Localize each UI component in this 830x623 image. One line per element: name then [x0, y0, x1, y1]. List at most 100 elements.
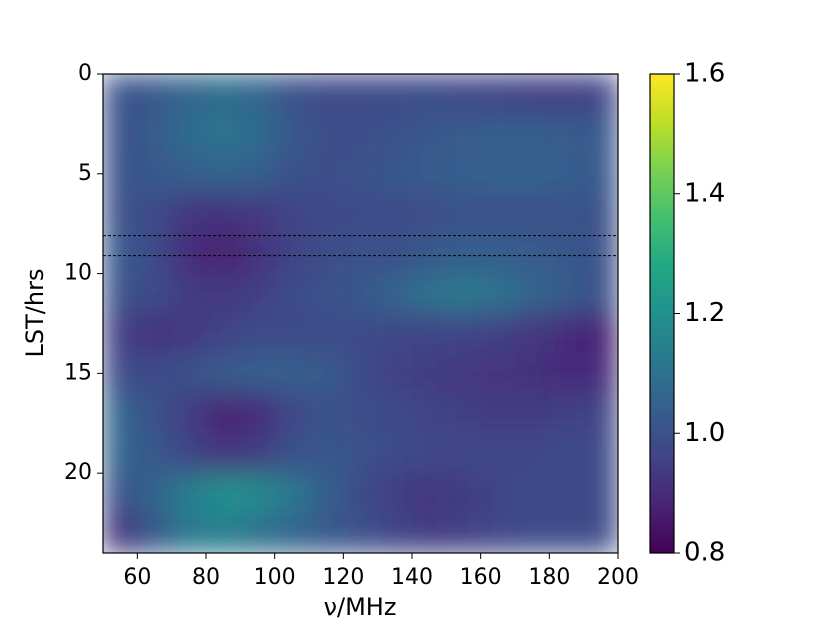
heatmap-cell	[274, 433, 310, 474]
heatmap-cell	[274, 273, 310, 314]
heatmap-cell	[240, 393, 276, 434]
heatmap-cell	[343, 113, 379, 155]
heatmap-cell	[515, 74, 550, 115]
heatmap-cell	[103, 473, 138, 514]
y-tick-label: 20	[64, 460, 92, 485]
heatmap-cell	[309, 393, 344, 434]
heatmap-cell	[137, 433, 173, 474]
heatmap-cell	[343, 233, 379, 275]
heatmap-cell	[137, 473, 173, 514]
heatmap-cell	[446, 313, 482, 354]
heatmap-cell	[549, 473, 585, 514]
heatmap-cell	[343, 513, 379, 553]
heatmap-cell	[171, 113, 207, 155]
heatmap-cell	[171, 473, 207, 514]
heatmap-cell	[343, 313, 379, 354]
heatmap-cell	[309, 473, 344, 514]
heatmap-cell	[480, 313, 516, 354]
heatmap-cell	[377, 433, 413, 474]
heatmap-cell	[206, 473, 241, 514]
x-tick-label: 100	[254, 565, 296, 590]
x-tick-label: 200	[597, 565, 639, 590]
heatmap-cell	[309, 233, 344, 275]
heatmap-cell	[549, 193, 585, 235]
heatmap-cell	[480, 273, 516, 314]
heatmap-cell	[171, 153, 207, 195]
heatmap-cell	[171, 313, 207, 354]
heatmap-cell	[343, 153, 379, 195]
heatmap-cell	[377, 74, 413, 115]
heatmap-cell	[240, 513, 276, 553]
heatmap-cell	[103, 433, 138, 474]
heatmap-cell	[343, 393, 379, 434]
heatmap-cell	[549, 393, 585, 434]
heatmap-cell	[240, 473, 276, 514]
heatmap-cell	[515, 113, 550, 155]
heatmap-cell	[171, 193, 207, 235]
heatmap-cell	[206, 153, 241, 195]
heatmap-cell	[206, 233, 241, 275]
heatmap-cell	[171, 74, 207, 115]
heatmap-cell	[446, 473, 482, 514]
heatmap-cell	[515, 153, 550, 195]
heatmap-cell	[206, 273, 241, 314]
heatmap-cell	[549, 233, 585, 275]
heatmap-cell	[480, 513, 516, 553]
heatmap-cell	[446, 113, 482, 155]
heatmap-cell	[343, 74, 379, 115]
x-tick-label: 60	[123, 565, 151, 590]
heatmap-cell	[515, 513, 550, 553]
heatmap-cell	[137, 513, 173, 553]
heatmap-cell	[103, 313, 138, 354]
heatmap-cell	[446, 433, 482, 474]
heatmap-cell	[412, 74, 447, 115]
heatmap-cell	[274, 74, 310, 115]
heatmap-cell	[240, 433, 276, 474]
heatmap-cell	[446, 273, 482, 314]
heatmap-cell	[515, 393, 550, 434]
colorbar-tick-label: 1.6	[684, 59, 725, 89]
heatmap-cell	[515, 433, 550, 474]
heatmap-cell	[515, 353, 550, 394]
heatmap-cell	[412, 233, 447, 275]
heatmap-cell	[206, 313, 241, 354]
heatmap-cell	[583, 393, 618, 434]
heatmap-cell	[549, 273, 585, 314]
heatmap-cell	[583, 193, 618, 235]
heatmap-cell	[412, 193, 447, 235]
heatmap-cell	[583, 353, 618, 394]
heatmap-cell	[549, 74, 585, 115]
heatmap-cell	[583, 153, 618, 195]
heatmap-cell	[446, 513, 482, 553]
heatmap-cell	[206, 513, 241, 553]
heatmap-cell	[206, 193, 241, 235]
heatmap-cell	[274, 113, 310, 155]
heatmap-cell	[274, 513, 310, 553]
heatmap-cell	[377, 113, 413, 155]
heatmap-cell	[137, 113, 173, 155]
heatmap-cell	[137, 193, 173, 235]
heatmap-cell	[377, 153, 413, 195]
heatmap-cell	[103, 113, 138, 155]
heatmap-cell	[171, 273, 207, 314]
heatmap-cell	[446, 74, 482, 115]
heatmap-cell	[446, 393, 482, 434]
heatmap-cell	[480, 393, 516, 434]
heatmap-cell	[309, 113, 344, 155]
heatmap-cell	[309, 513, 344, 553]
heatmap-cell	[240, 233, 276, 275]
heatmap-cell	[309, 153, 344, 195]
y-tick-label: 0	[78, 61, 92, 86]
heatmap-cell	[309, 74, 344, 115]
heatmap-cell	[103, 193, 138, 235]
heatmap-cell	[583, 74, 618, 115]
heatmap-cell	[515, 273, 550, 314]
heatmap-cell	[549, 113, 585, 155]
heatmap-cell	[103, 273, 138, 314]
heatmap-cell	[137, 353, 173, 394]
heatmap-cell	[240, 273, 276, 314]
heatmap-cell	[583, 113, 618, 155]
heatmap-cell	[137, 393, 173, 434]
heatmap-cell	[240, 313, 276, 354]
heatmap-cell	[480, 433, 516, 474]
